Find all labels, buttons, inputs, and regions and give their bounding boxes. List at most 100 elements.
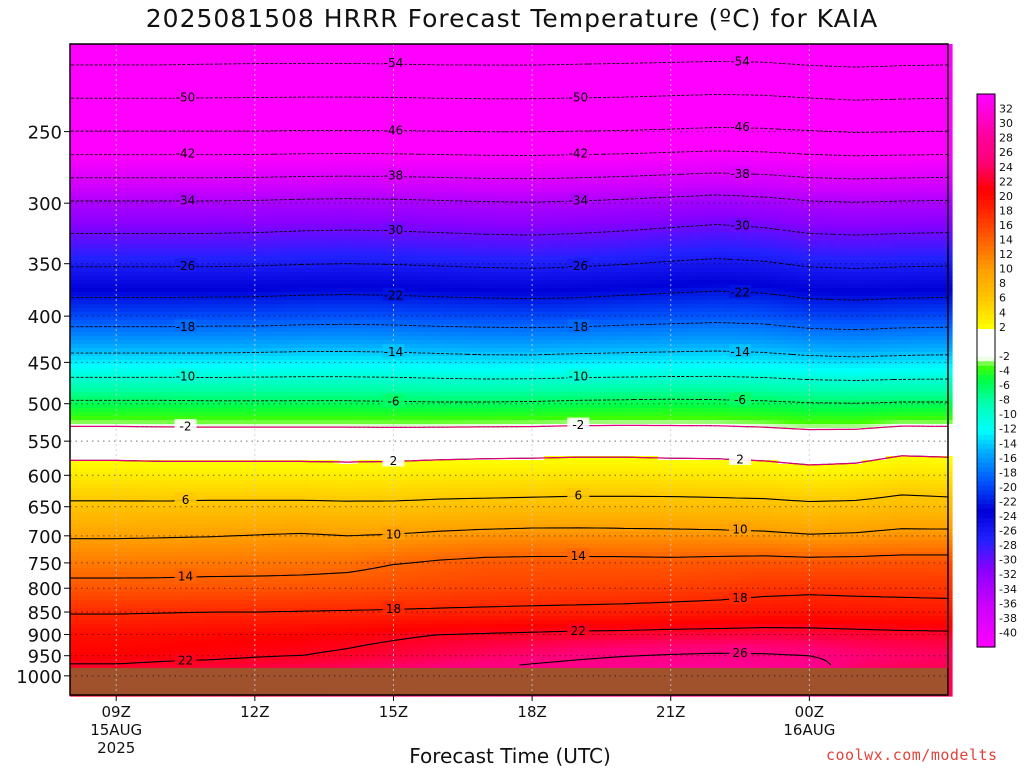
field-cell <box>178 168 185 173</box>
field-cell <box>232 568 239 573</box>
field-cell <box>160 136 167 141</box>
field-cell <box>88 88 95 93</box>
field-cell <box>214 580 221 585</box>
field-cell <box>124 532 131 537</box>
field-cell <box>232 188 239 193</box>
field-cell <box>154 456 161 461</box>
field-cell <box>88 544 95 549</box>
field-cell <box>88 100 95 105</box>
field-cell <box>70 428 77 433</box>
field-cell <box>94 264 101 269</box>
field-cell <box>220 620 227 625</box>
field-cell <box>190 232 197 237</box>
field-cell <box>226 380 233 385</box>
field-cell <box>244 436 251 441</box>
field-cell <box>166 300 173 305</box>
field-cell <box>214 416 221 421</box>
field-cell <box>244 456 251 461</box>
field-cell <box>220 120 227 125</box>
field-cell <box>124 336 131 341</box>
field-cell <box>220 184 227 189</box>
field-cell <box>124 628 131 633</box>
field-cell <box>76 232 83 237</box>
field-cell <box>220 316 227 321</box>
field-cell <box>160 128 167 133</box>
field-cell <box>106 316 113 321</box>
field-cell <box>130 84 137 89</box>
field-cell <box>250 184 257 189</box>
field-cell <box>166 108 173 113</box>
field-cell <box>82 308 89 313</box>
field-cell <box>238 120 245 125</box>
field-cell <box>82 432 89 437</box>
field-cell <box>214 88 221 93</box>
field-cell <box>172 336 179 341</box>
field-cell <box>100 620 107 625</box>
field-cell <box>196 344 203 349</box>
field-cell <box>124 508 131 513</box>
field-cell <box>76 408 83 413</box>
field-cell <box>178 288 185 293</box>
field-cell <box>244 348 251 353</box>
field-cell <box>196 288 203 293</box>
field-cell <box>142 640 149 645</box>
field-cell <box>184 544 191 549</box>
field-cell <box>214 424 221 429</box>
field-cell <box>196 316 203 321</box>
field-cell <box>214 248 221 253</box>
field-cell <box>136 580 143 585</box>
field-cell <box>130 592 137 597</box>
field-cell <box>202 184 209 189</box>
field-cell <box>208 368 215 373</box>
field-cell <box>190 592 197 597</box>
field-cell <box>202 248 209 253</box>
field-cell <box>112 580 119 585</box>
field-cell <box>172 480 179 485</box>
field-cell <box>202 272 209 277</box>
field-cell <box>130 664 137 669</box>
field-cell <box>82 540 89 545</box>
field-cell <box>172 132 179 137</box>
field-cell <box>196 296 203 301</box>
field-cell <box>232 396 239 401</box>
field-cell <box>166 56 173 61</box>
field-cell <box>124 140 131 145</box>
field-cell <box>196 160 203 165</box>
field-cell <box>82 476 89 481</box>
field-cell <box>106 572 113 577</box>
field-cell <box>166 364 173 369</box>
field-cell <box>76 184 83 189</box>
field-cell <box>70 340 77 345</box>
field-cell <box>112 592 119 597</box>
field-cell <box>88 340 95 345</box>
field-cell <box>70 448 77 453</box>
field-cell <box>244 480 251 485</box>
field-cell <box>232 64 239 69</box>
field-cell <box>184 164 191 169</box>
field-cell <box>130 268 137 273</box>
field-cell <box>94 224 101 229</box>
field-cell <box>172 560 179 565</box>
field-cell <box>244 604 251 609</box>
field-cell <box>166 420 173 425</box>
field-cell <box>196 488 203 493</box>
field-cell <box>76 308 83 313</box>
field-cell <box>160 296 167 301</box>
field-cell <box>208 172 215 177</box>
field-cell <box>208 428 215 433</box>
field-cell <box>226 596 233 601</box>
field-cell <box>76 116 83 121</box>
field-cell <box>136 592 143 597</box>
field-cell <box>88 524 95 529</box>
field-cell <box>178 108 185 113</box>
field-cell <box>142 300 149 305</box>
field-cell <box>244 276 251 281</box>
field-cell <box>70 192 77 197</box>
field-cell <box>130 516 137 521</box>
field-cell <box>148 488 155 493</box>
field-cell <box>232 476 239 481</box>
field-cell <box>184 404 191 409</box>
field-cell <box>238 80 245 85</box>
field-cell <box>94 464 101 469</box>
field-cell <box>190 244 197 249</box>
